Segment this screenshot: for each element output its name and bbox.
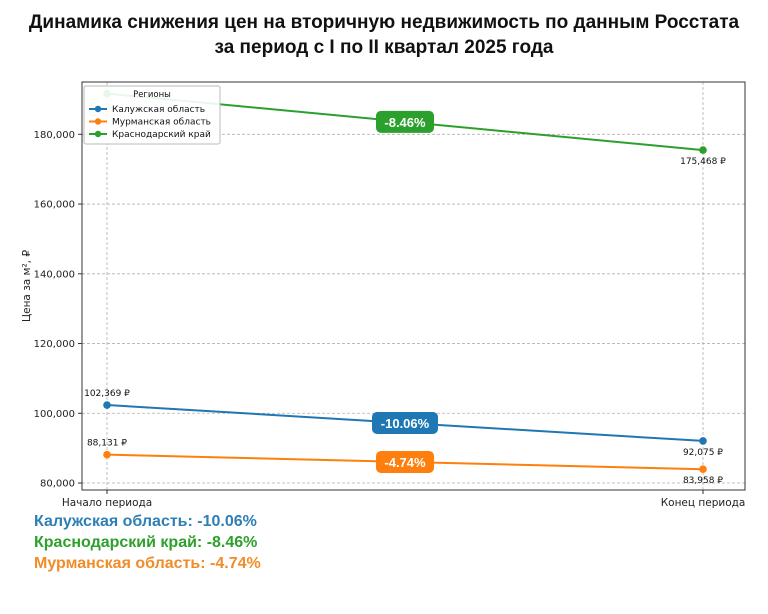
chart-title: Динамика снижения цен на вторичную недви…	[0, 10, 768, 60]
data-label: 88,131 ₽	[87, 439, 127, 449]
change-badge-label: -4.74%	[384, 455, 426, 470]
summary-line-murmansk: Мурманская область: -4.74%	[34, 555, 261, 572]
data-label: 175,468 ₽	[680, 157, 726, 167]
legend-swatch-marker	[94, 118, 102, 125]
legend: Регионы Калужская область Мурманская облас…	[83, 85, 221, 145]
legend-swatch-marker	[94, 130, 102, 138]
y-tick-label: 100,000	[34, 409, 75, 420]
y-axis-label: Цена за м², ₽	[21, 250, 33, 322]
change-badge-label: -8.46%	[384, 115, 426, 130]
data-label: 83,958 ₽	[683, 476, 723, 486]
data-label: 92,075 ₽	[683, 448, 723, 458]
legend-swatch-marker	[94, 105, 102, 113]
plot-frame	[81, 81, 746, 491]
y-tick-label: 160,000	[34, 200, 75, 211]
legend-entry-label: Калужская область	[112, 105, 205, 115]
chart-title-line-1: Динамика снижения цен на вторичную недви…	[28, 12, 740, 33]
data-point	[699, 465, 707, 474]
legend-title: Регионы	[133, 90, 171, 100]
summary-line-krasnodar: Краснодарский край: -8.46%	[34, 534, 258, 551]
summary-line-kaluga: Калужская область: -10.06%	[34, 513, 257, 530]
legend-entry-label: Мурманская область	[112, 118, 211, 128]
legend-entry-label: Краснодарский край	[112, 130, 211, 140]
chart-title-line-2: за период с I по II квартал 2025 года	[214, 37, 554, 58]
change-badge-label: -10.06%	[381, 416, 430, 431]
data-point	[699, 437, 707, 445]
change-badge	[376, 110, 434, 133]
legend-box	[83, 85, 221, 145]
x-tick-label: Конец периода	[661, 497, 746, 509]
y-tick-label: 120,000	[34, 339, 75, 350]
data-point	[699, 146, 707, 154]
y-tick-label: 180,000	[34, 130, 75, 141]
data-label: 102,369 ₽	[84, 389, 130, 399]
data-point	[103, 401, 111, 409]
x-tick-label: Начало периода	[62, 497, 152, 509]
data-point	[103, 450, 111, 459]
change-badge	[372, 411, 438, 434]
y-tick-label: 80,000	[40, 479, 75, 490]
y-tick-label: 140,000	[34, 269, 75, 280]
change-badge	[376, 450, 434, 473]
